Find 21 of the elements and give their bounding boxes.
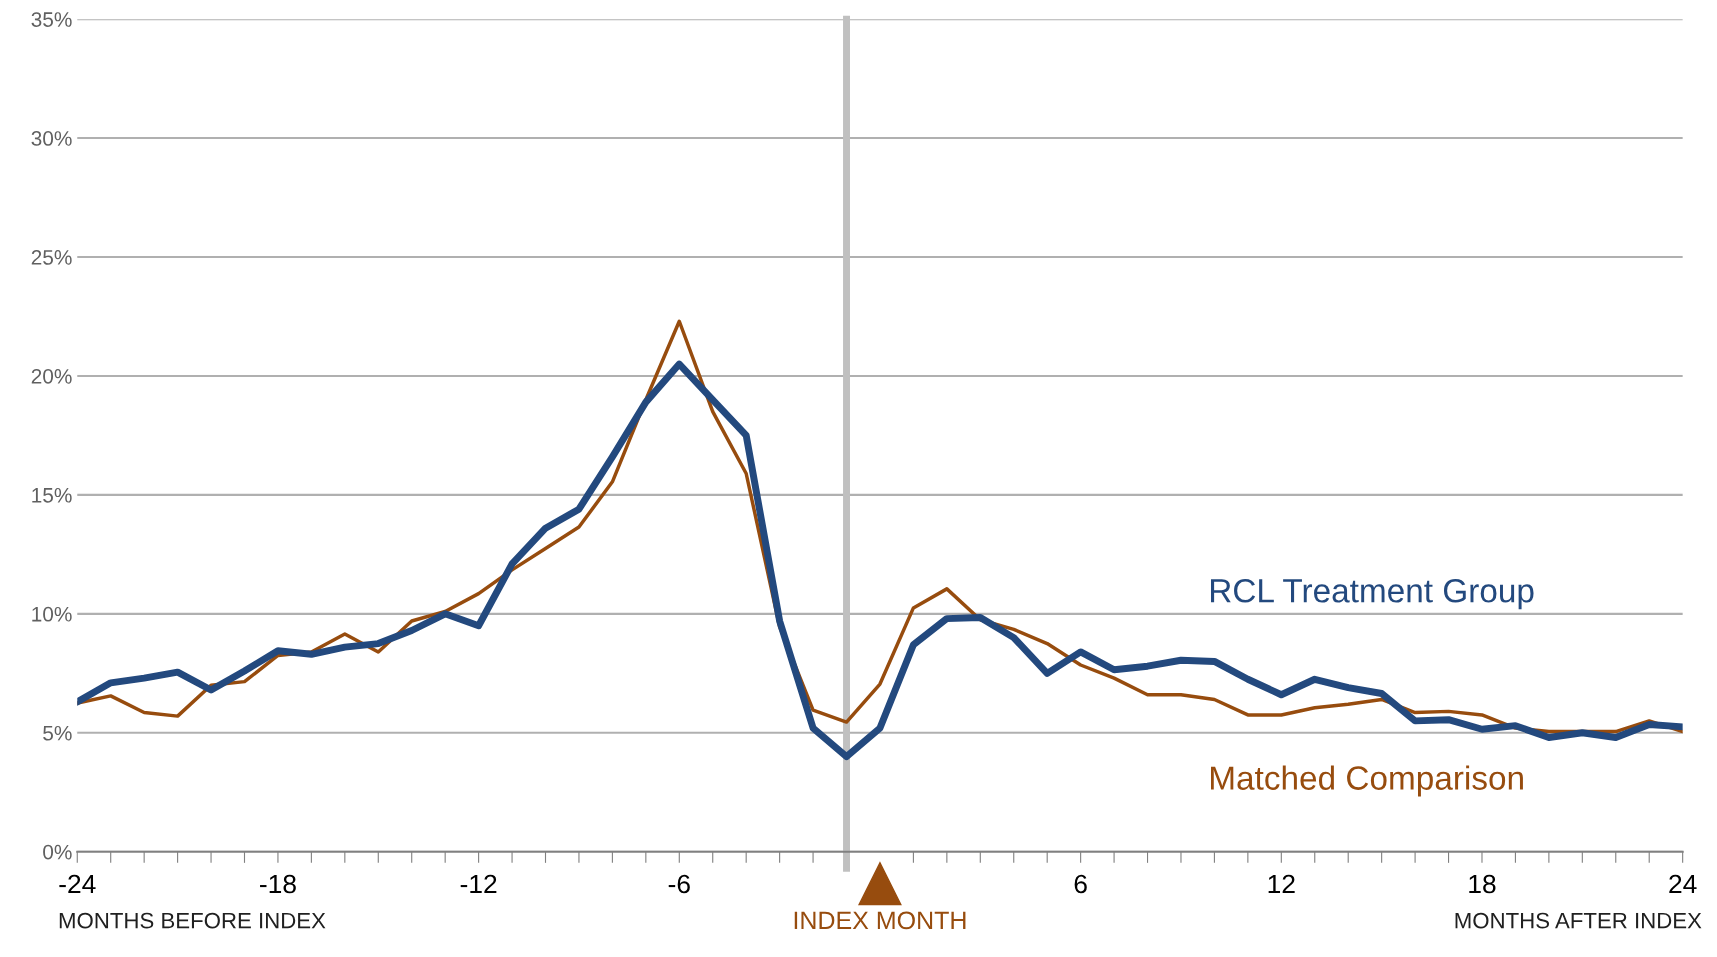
x-tick-label: 18 (1469, 874, 1496, 894)
text: MONTHS AFTER INDEX (1455, 912, 1702, 929)
y-tick-label: 5% (43, 725, 72, 741)
x-tick-label: -24 (59, 874, 96, 894)
x-tick-label: -6 (668, 874, 690, 894)
x-tick-label: -18 (260, 874, 296, 894)
y-tick-label: 25% (31, 250, 72, 265)
series-label: RCL Treatment Group (1211, 578, 1534, 610)
text: MONTHS BEFORE INDEX (59, 912, 326, 929)
text: INDEX MONTH (794, 911, 966, 930)
x-tick-label: 24 (1669, 874, 1697, 894)
x-tick-label: -12 (460, 874, 497, 894)
y-tick-label: 35% (31, 12, 72, 27)
y-tick-label: 15% (32, 488, 72, 503)
y-tick-label: 0% (43, 844, 72, 860)
x-tick-label: 6 (1074, 874, 1087, 894)
y-tick-label: 20% (31, 368, 72, 384)
y-tick-label: 10% (32, 606, 72, 622)
x-tick-label: 12 (1268, 874, 1295, 894)
series-label: Matched Comparison (1211, 765, 1523, 797)
y-tick-label: 30% (31, 131, 72, 146)
